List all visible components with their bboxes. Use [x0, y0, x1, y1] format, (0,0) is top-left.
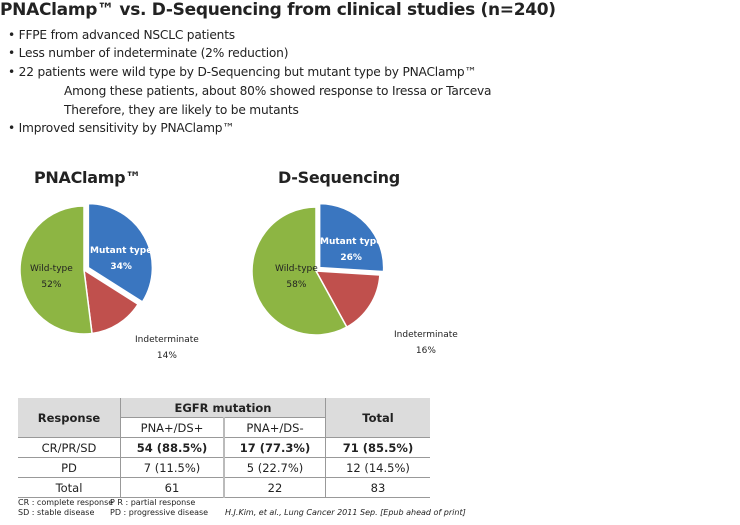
pie-slice-wild-type — [19, 205, 93, 335]
bullet: • Less number of indeterminate (2% reduc… — [8, 46, 289, 60]
sub-bullet: Among these patients, about 80% showed r… — [64, 84, 492, 98]
label-mutant-1: Mutant type 34% — [90, 246, 153, 272]
footnote-pr: P R : partial response — [110, 498, 196, 507]
label-mutant-2: Mutant type 26% — [320, 237, 383, 263]
pie-slice-mutant-type — [87, 202, 154, 303]
pie-title-dsequencing: D-Sequencing — [278, 168, 400, 187]
pie-charts — [19, 202, 385, 336]
footnote-sd: SD : stable disease — [18, 508, 95, 517]
citation: H.J.Kim, et al., Lung Cancer 2011 Sep. [… — [225, 508, 466, 517]
header-response: Response — [18, 398, 121, 438]
pie-slice-indeterminate — [83, 268, 140, 335]
pie-slice-mutant-type — [318, 202, 385, 273]
header-egfr: EGFR mutation — [120, 398, 326, 418]
slide-title: PNAClamp™ vs. D-Sequencing from clinical… — [0, 0, 556, 20]
pie-title-pnaclamp: PNAClamp™ — [34, 168, 141, 187]
header-pna-ds-neg: PNA+/DS- — [223, 417, 326, 438]
label-wild-2: Wild-type 58% — [275, 264, 318, 290]
pie-dsequencing — [251, 202, 385, 336]
pie-slice-indeterminate — [314, 270, 381, 329]
footnote-pd: PD : progressive disease — [110, 508, 209, 517]
label-indet-1: Indeterminate 14% — [135, 335, 199, 361]
label-indet-2: Indeterminate 16% — [394, 330, 458, 356]
pie-slice-wild-type — [251, 206, 348, 336]
label-wild-1: Wild-type 52% — [30, 264, 73, 290]
header-pna-ds-pos: PNA+/DS+ — [120, 417, 224, 438]
bullet: • Improved sensitivity by PNAClamp™ — [8, 121, 235, 135]
sub-bullet: Therefore, they are likely to be mutants — [64, 103, 299, 117]
table-row: PD 7 (11.5%) 5 (22.7%) 12 (14.5%) — [18, 457, 430, 478]
table-row: Total 61 22 83 — [18, 477, 430, 498]
table-row: CR/PR/SD 54 (88.5%) 17 (77.3%) 71 (85.5%) — [18, 437, 430, 458]
bullet: • 22 patients were wild type by D-Sequen… — [8, 65, 477, 79]
header-total: Total — [325, 398, 430, 438]
footnote-cr: CR : complete response — [18, 498, 114, 507]
pie-pnaclamp — [19, 202, 154, 335]
bullet: • FFPE from advanced NSCLC patients — [8, 28, 235, 42]
response-table: Response EGFR mutation Total PNA+/DS+ PN… — [18, 398, 430, 498]
